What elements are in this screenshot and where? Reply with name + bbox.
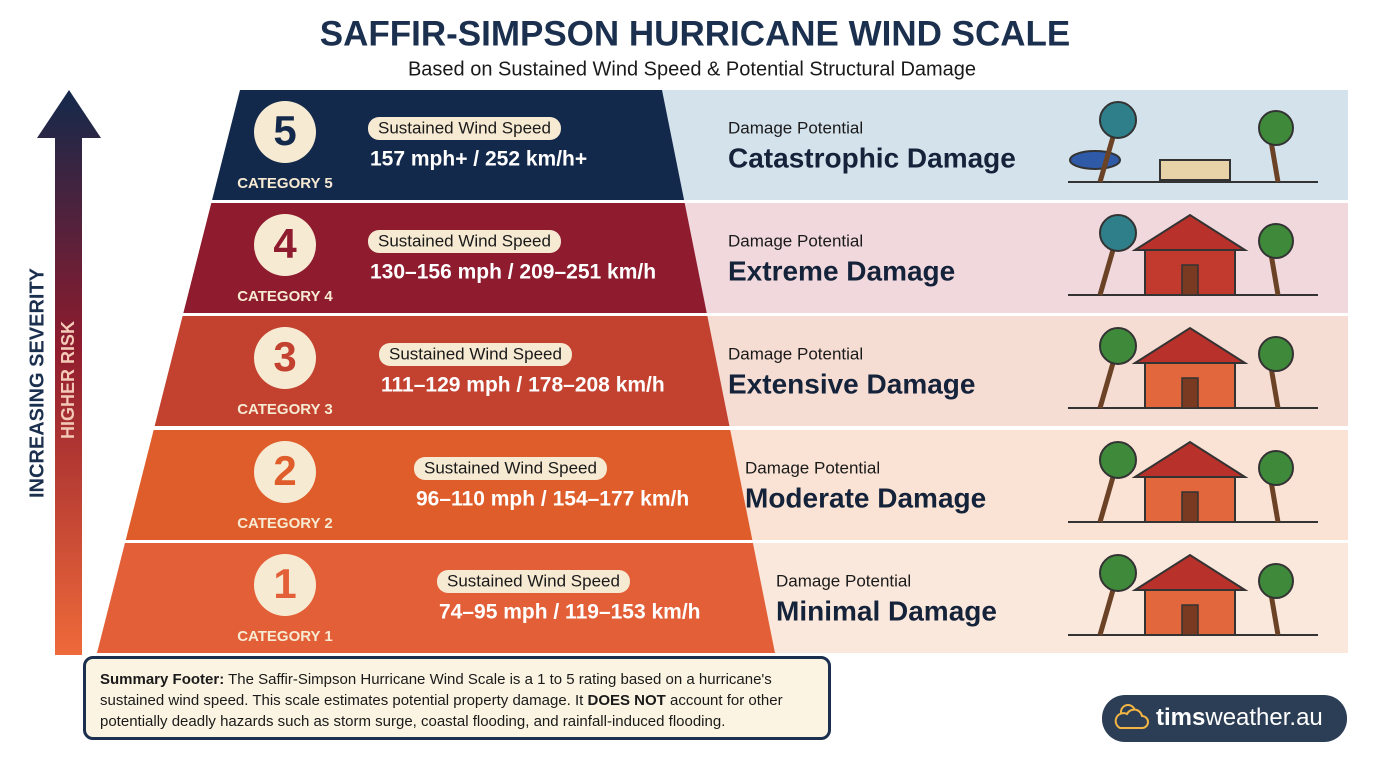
damage-label: Damage Potential	[728, 344, 863, 363]
brand-badge	[1102, 695, 1347, 742]
title: SAFFIR-SIMPSON HURRICANE WIND SCALE	[320, 14, 1071, 53]
damage-level: Catastrophic Damage	[728, 142, 1016, 173]
icon-debris	[1159, 159, 1231, 181]
severity-arrow	[37, 90, 101, 655]
footer-text: The Saffir-Simpson Hurricane Wind Scale …	[100, 671, 772, 709]
icon-tree	[1099, 214, 1137, 252]
icon-trunk	[1097, 355, 1118, 409]
icon-tree	[1099, 441, 1137, 479]
category-label: CATEGORY 1	[237, 628, 333, 645]
category-number: 3	[273, 333, 296, 380]
speed-pill	[437, 570, 630, 593]
category-badge	[254, 214, 316, 276]
icon-trunk	[1097, 582, 1118, 636]
icon-trunk	[1097, 242, 1118, 296]
icon-tree	[1099, 101, 1137, 139]
damage-label: Damage Potential	[728, 118, 863, 137]
category-band	[183, 203, 707, 313]
damage-label: Damage Potential	[728, 231, 863, 250]
icon-car	[1069, 150, 1121, 170]
scale-rows: 5 CATEGORY 5 Sustained Wind Speed 157 mph+ …	[97, 90, 1348, 653]
speed-pill	[414, 457, 607, 480]
speed-pill	[368, 230, 561, 253]
category-number: 5	[273, 107, 296, 154]
footer-lead: Summary Footer:	[100, 671, 225, 688]
icon-tree	[1099, 554, 1137, 592]
icon-roof	[1131, 326, 1249, 364]
speed-label: Sustained Wind Speed	[378, 118, 551, 137]
speed-pill	[379, 343, 572, 366]
wind-speed: 157 mph+ / 252 km/h+	[370, 148, 587, 171]
category-band	[212, 90, 685, 200]
category-number: 2	[273, 447, 296, 494]
category-label: CATEGORY 3	[237, 401, 333, 418]
wind-speed: 130–156 mph / 209–251 km/h	[370, 261, 656, 284]
category-number: 4	[273, 220, 297, 267]
brand-name: timsweather.au	[1156, 704, 1323, 731]
icon-tree	[1099, 327, 1137, 365]
damage-level: Extreme Damage	[728, 255, 955, 286]
icon-door	[1181, 491, 1199, 523]
category-badge	[254, 327, 316, 389]
icon-tree	[1258, 110, 1294, 146]
brand-cloud	[1114, 708, 1149, 729]
category-badge	[254, 441, 316, 503]
icon-tree	[1258, 450, 1294, 486]
damage-label: Damage Potential	[745, 458, 880, 477]
damage-level: Extensive Damage	[728, 368, 975, 399]
speed-label: Sustained Wind Speed	[389, 344, 562, 363]
icon-tree	[1258, 223, 1294, 259]
risk-label: HIGHER RISK	[58, 321, 78, 439]
icon-tree	[1258, 336, 1294, 372]
category-band	[125, 430, 753, 540]
category-label: CATEGORY 5	[237, 175, 333, 192]
category-label: CATEGORY 4	[237, 288, 333, 305]
brand-bold: tims	[1156, 704, 1205, 731]
category-badge	[254, 554, 316, 616]
speed-label: Sustained Wind Speed	[447, 571, 620, 590]
icon-door	[1181, 604, 1199, 636]
icon-door	[1181, 264, 1199, 296]
icon-tree	[1258, 563, 1294, 599]
severity-label: INCREASING SEVERITY	[26, 267, 48, 498]
category-badge	[254, 101, 316, 163]
speed-label: Sustained Wind Speed	[424, 458, 597, 477]
icon-door	[1181, 377, 1199, 409]
brand-rest: weather.au	[1204, 704, 1322, 731]
icon-trunk	[1097, 129, 1118, 183]
category-number: 1	[273, 560, 296, 607]
wind-speed: 111–129 mph / 178–208 km/h	[381, 374, 665, 397]
wind-speed: 74–95 mph / 119–153 km/h	[439, 601, 701, 624]
icon-trunk	[1097, 469, 1118, 523]
wind-speed: 96–110 mph / 154–177 km/h	[416, 488, 689, 511]
damage-label: Damage Potential	[776, 571, 911, 590]
icon-roof	[1131, 440, 1249, 478]
icon-roof	[1131, 553, 1249, 591]
damage-level: Moderate Damage	[745, 482, 986, 513]
category-label: CATEGORY 2	[237, 515, 333, 532]
icon-roof	[1131, 213, 1249, 251]
footer-text: account for other potentially deadly haz…	[100, 692, 783, 730]
category-band	[97, 543, 775, 653]
summary-footer: Summary Footer: The Saffir-Simpson Hurri…	[83, 656, 831, 740]
footer-emphasis: DOES NOT	[587, 692, 666, 709]
speed-label: Sustained Wind Speed	[378, 231, 551, 250]
subtitle: Based on Sustained Wind Speed & Potentia…	[408, 58, 976, 80]
speed-pill	[368, 117, 561, 140]
damage-level: Minimal Damage	[776, 595, 997, 626]
